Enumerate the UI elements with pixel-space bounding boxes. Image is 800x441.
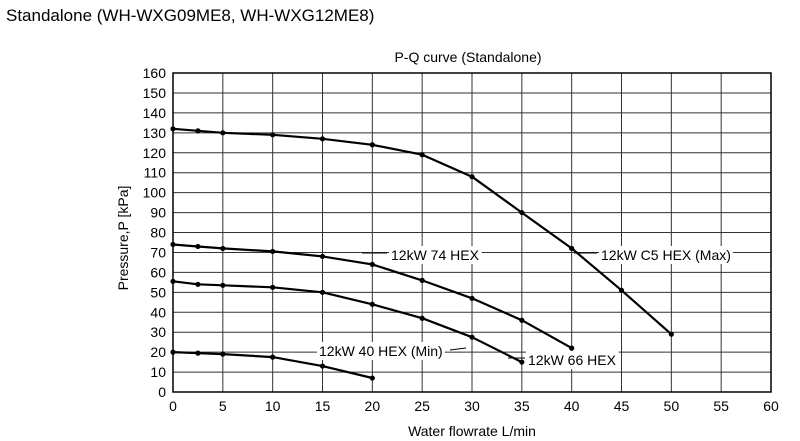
series [170, 126, 674, 381]
y-tick-label: 70 [150, 244, 166, 260]
x-tick-label: 5 [219, 398, 227, 414]
series-label: 12kW 74 HEX [391, 247, 480, 263]
x-tick-label: 20 [365, 398, 381, 414]
data-point [519, 209, 525, 216]
data-point [220, 282, 226, 288]
data-point [195, 281, 201, 287]
x-tick-label: 55 [713, 398, 729, 414]
data-point [369, 375, 375, 381]
data-point [319, 363, 326, 369]
data-point [419, 277, 425, 283]
series-line [172, 243, 573, 350]
data-point [195, 243, 201, 250]
data-point [220, 351, 226, 357]
chart-title: P-Q curve (Standalone) [394, 49, 541, 65]
series-line [172, 127, 673, 336]
y-tick-label: 160 [143, 65, 167, 81]
x-tick-label: 35 [514, 398, 530, 414]
y-tick-label: 150 [143, 85, 167, 101]
y-tick-label: 110 [144, 165, 167, 181]
x-axis-label: Water flowrate L/min [408, 423, 536, 439]
plot-frame [172, 72, 772, 393]
data-point [469, 174, 475, 180]
data-point [369, 301, 375, 307]
data-point [270, 284, 276, 290]
series-line [172, 351, 373, 380]
data-point [170, 241, 176, 248]
grid [173, 73, 771, 392]
data-point [170, 278, 176, 284]
data-point [170, 349, 176, 355]
x-tick-label: 60 [763, 398, 779, 414]
y-tick-label: 0 [158, 384, 166, 400]
series-labels: 12kW C5 HEX (Max) 12kW 74 HEX 12kW 66 HEX 1… [317, 246, 733, 369]
page-title: Standalone (WH-WXG09ME8, WH-WXG12ME8) [6, 6, 375, 25]
data-point [319, 253, 326, 260]
data-point [220, 245, 226, 252]
x-tick-label: 25 [414, 398, 430, 414]
y-tick-label: 120 [143, 145, 167, 161]
data-point [469, 295, 475, 301]
y-tick-label: 40 [150, 304, 166, 320]
series-label-bg [526, 351, 619, 369]
x-tick-label: 40 [564, 398, 580, 414]
y-tick-label: 30 [150, 324, 166, 340]
data-point [369, 142, 375, 148]
data-point [419, 315, 425, 321]
series-label-bg [389, 246, 482, 264]
y-tick-label: 60 [150, 264, 166, 280]
data-point [170, 126, 176, 132]
series-label-leader [449, 347, 467, 351]
series-label-bg [599, 246, 733, 264]
data-point [270, 248, 276, 255]
data-point [569, 245, 575, 252]
x-tick-label: 45 [614, 398, 630, 414]
y-tick-label: 50 [150, 284, 166, 300]
series-label: 12kW 66 HEX [528, 352, 617, 368]
y-tick-label: 100 [143, 185, 167, 201]
x-tick-label: 10 [265, 398, 281, 414]
data-point [519, 359, 525, 365]
data-point [369, 261, 375, 267]
data-point [195, 350, 201, 356]
data-point [270, 132, 276, 138]
data-point [220, 130, 226, 136]
x-tick-label: 15 [315, 398, 331, 414]
data-point [270, 354, 276, 360]
data-point [618, 287, 625, 293]
y-tick-label: 10 [150, 364, 166, 380]
data-point [668, 331, 674, 337]
y-axis-label: Pressure,P [kPa] [115, 186, 131, 291]
y-tick-label: 20 [150, 344, 166, 360]
series-label: 12kW C5 HEX (Max) [601, 247, 731, 263]
axes: 0 5 10 15 20 25 30 35 40 45 50 55 60 0 10 20 30 40 50 60 70 8… [143, 65, 779, 414]
x-tick-label: 0 [169, 398, 177, 414]
data-point [569, 345, 575, 351]
data-point [519, 317, 525, 323]
x-tick-label: 30 [464, 398, 480, 414]
y-tick-label: 130 [143, 125, 167, 141]
y-tick-label: 140 [143, 105, 167, 121]
data-point [319, 136, 326, 142]
series-label: 12kW 40 HEX (Min) [319, 343, 443, 359]
data-point [195, 128, 201, 134]
y-tick-label: 80 [150, 225, 166, 241]
data-point [419, 152, 425, 158]
x-tick-label: 50 [664, 398, 680, 414]
data-point [469, 334, 475, 340]
y-tick-label: 90 [150, 205, 166, 221]
series-label-bg [317, 342, 445, 360]
data-point [319, 289, 326, 295]
